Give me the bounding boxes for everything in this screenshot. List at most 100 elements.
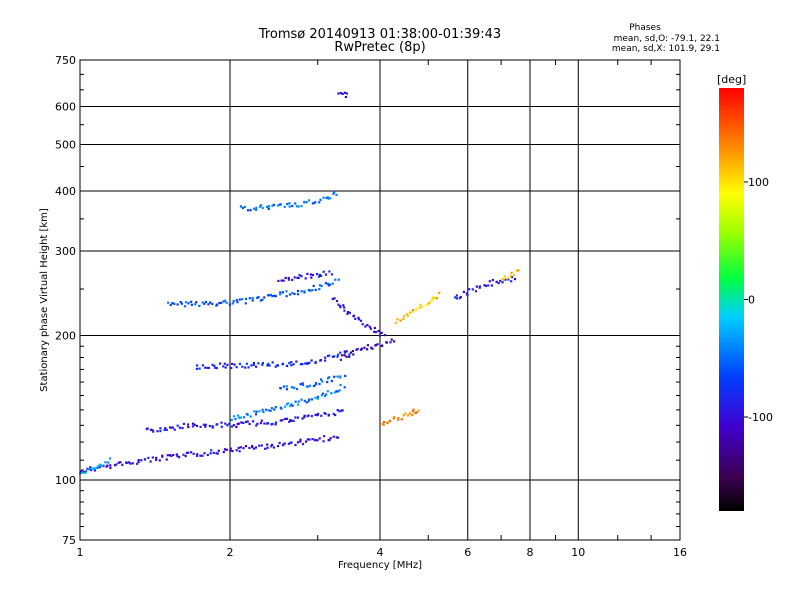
scatter-point bbox=[278, 441, 281, 445]
scatter-point bbox=[265, 408, 268, 411]
scatter-point bbox=[207, 366, 210, 369]
scatter-point bbox=[168, 454, 171, 457]
colorbar-unit: [deg] bbox=[717, 73, 746, 86]
scatter-point bbox=[285, 295, 288, 298]
scatter-point bbox=[339, 304, 342, 308]
scatter-point bbox=[415, 309, 418, 312]
scatter-point bbox=[279, 386, 282, 390]
scatter-point bbox=[303, 399, 306, 402]
scatter-point bbox=[400, 418, 403, 421]
scatter-point bbox=[235, 425, 238, 429]
scatter-point bbox=[300, 290, 303, 293]
scatter-point bbox=[186, 423, 190, 426]
scatter-point bbox=[301, 417, 304, 420]
scatter-point bbox=[261, 363, 264, 366]
scatter-point bbox=[503, 275, 506, 278]
scatter-point bbox=[317, 275, 321, 278]
scatter-point bbox=[224, 422, 227, 425]
scatter-point bbox=[277, 445, 280, 448]
scatter-point bbox=[184, 305, 187, 308]
scatter-point bbox=[285, 388, 288, 391]
scatter-point bbox=[248, 422, 251, 426]
scatter-point bbox=[207, 303, 210, 306]
scatter-point bbox=[239, 416, 242, 419]
scatter-point bbox=[310, 359, 313, 362]
scatter-point bbox=[305, 201, 308, 204]
scatter-point bbox=[297, 400, 300, 403]
scatter-point bbox=[291, 278, 294, 281]
scatter-point bbox=[374, 331, 377, 334]
scatter-point bbox=[393, 416, 396, 419]
scatter-point bbox=[293, 386, 296, 389]
scatter-point bbox=[291, 291, 294, 295]
scatter-point bbox=[320, 414, 323, 417]
scatter-point bbox=[308, 384, 311, 387]
colorbar-tick-label: -100 bbox=[748, 411, 773, 424]
scatter-point bbox=[318, 201, 321, 204]
scatter-point bbox=[94, 467, 97, 470]
scatter-point bbox=[271, 295, 274, 298]
scatter-point bbox=[285, 403, 288, 406]
scatter-point bbox=[330, 380, 333, 383]
scatter-point bbox=[267, 362, 270, 365]
scatter-point bbox=[287, 276, 290, 280]
scatter-point bbox=[99, 464, 102, 467]
scatter-point bbox=[412, 408, 415, 411]
scatter-point bbox=[255, 424, 258, 427]
scatter-point bbox=[373, 330, 376, 333]
scatter-point bbox=[411, 310, 414, 313]
scatter-point bbox=[259, 422, 262, 425]
scatter-point bbox=[251, 299, 254, 302]
scatter-point bbox=[314, 396, 317, 399]
scatter-point bbox=[322, 196, 325, 199]
scatter-point bbox=[290, 403, 293, 406]
scatter-point bbox=[411, 309, 415, 312]
scatter-point bbox=[283, 442, 286, 445]
scatter-point bbox=[98, 463, 101, 466]
scatter-point bbox=[263, 422, 266, 425]
scatter-point bbox=[328, 376, 331, 379]
scatter-point bbox=[345, 355, 348, 358]
scatter-point bbox=[272, 203, 275, 206]
colorbar-tick-label: 0 bbox=[748, 294, 755, 307]
scatter-point bbox=[294, 202, 297, 205]
scatter-point bbox=[223, 362, 226, 365]
scatter-point bbox=[334, 278, 337, 281]
x-tick-label: 16 bbox=[673, 546, 687, 559]
scatter-point bbox=[312, 202, 315, 205]
scatter-point bbox=[201, 301, 204, 304]
scatter-point bbox=[345, 350, 348, 353]
scatter-point bbox=[113, 464, 117, 467]
scatter-point bbox=[274, 421, 278, 424]
scatter-point bbox=[455, 294, 458, 297]
scatter-point bbox=[294, 416, 297, 419]
scatter-point bbox=[483, 284, 486, 287]
scatter-point bbox=[279, 203, 282, 206]
scatter-point bbox=[194, 303, 197, 306]
scatter-point bbox=[329, 283, 332, 286]
scatter-point bbox=[225, 448, 228, 451]
scatter-point bbox=[244, 420, 248, 423]
scatter-point bbox=[304, 440, 308, 443]
scatter-point bbox=[332, 435, 335, 438]
scatter-point bbox=[333, 297, 336, 300]
scatter-point bbox=[314, 201, 317, 204]
scatter-point bbox=[347, 311, 350, 314]
scatter-point bbox=[318, 284, 321, 287]
scatter-point bbox=[236, 423, 239, 426]
scatter-point bbox=[321, 380, 324, 383]
scatter-point bbox=[408, 311, 412, 314]
scatter-point bbox=[314, 438, 317, 441]
scatter-point bbox=[271, 204, 274, 207]
scatter-point bbox=[224, 366, 227, 369]
scatter-point bbox=[81, 469, 84, 472]
scatter-point bbox=[339, 383, 342, 387]
scatter-point bbox=[336, 436, 340, 439]
scatter-points bbox=[79, 91, 520, 475]
scatter-point bbox=[475, 285, 478, 288]
scatter-point bbox=[241, 365, 244, 368]
scatter-point bbox=[217, 449, 220, 452]
scatter-point bbox=[371, 347, 374, 350]
scatter-point bbox=[390, 338, 393, 341]
scatter-point bbox=[311, 438, 314, 441]
